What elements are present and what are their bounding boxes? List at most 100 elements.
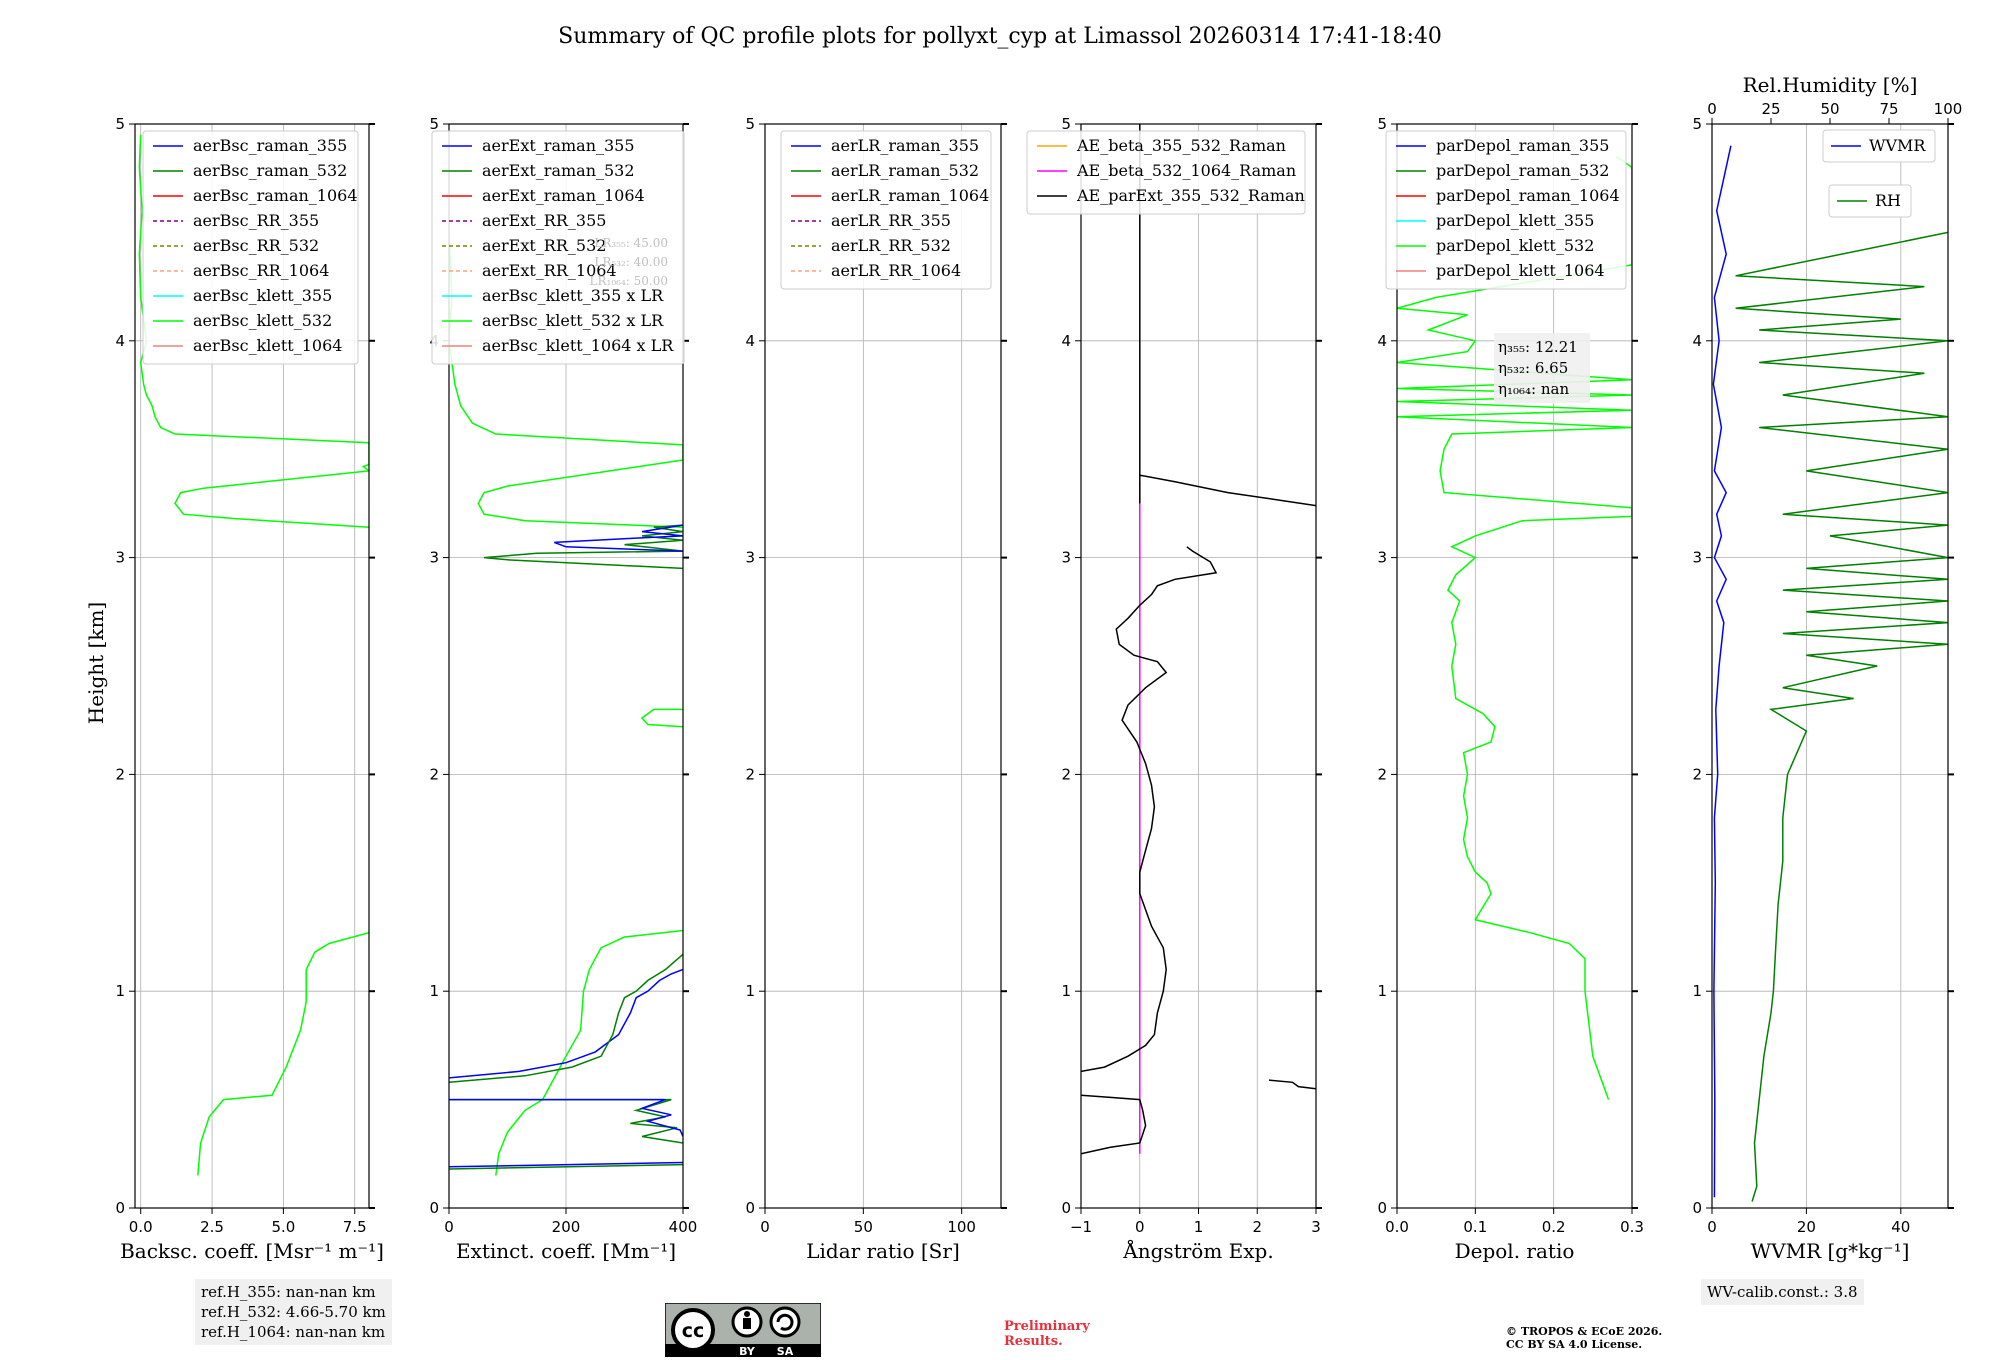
lr-annotation: LR₅₃₂: 40.00	[594, 255, 668, 269]
y-tick-label: 5	[1692, 115, 1702, 133]
y-tick-label: 2	[1061, 765, 1071, 783]
x-tick-label: 0	[760, 1218, 770, 1236]
legend-box	[780, 130, 992, 290]
legend-bsc: aerBsc_raman_355 aerBsc_raman_532 aerBsc_r…	[142, 130, 359, 365]
cc-icon-text: cc	[682, 1320, 705, 1342]
y-tick-label: 5	[429, 115, 439, 133]
legend-wvmr: WVMR	[1822, 129, 1936, 163]
y-tick-label: 5	[115, 115, 125, 133]
x-tick-label: 200	[552, 1218, 581, 1236]
lr-annotation: LR₁₀₆₄: 50.00	[590, 274, 668, 288]
y-tick-label: 0	[429, 1199, 439, 1217]
legend-lr: aerLR_raman_355 aerLR_raman_532 aerLR_rama…	[780, 130, 992, 290]
series-ext-3	[449, 1161, 683, 1168]
ref-height-1064: ref.H_1064: nan-nan km	[201, 1323, 386, 1341]
panels: 0.0 2.5 5.0 7.5 0 1 2 3 4 5 Backsc. coeff. [Msr⁻¹ …	[115, 73, 1962, 1263]
series-ae-5	[1268, 1079, 1316, 1090]
legend-label: aerLR_RR_355	[831, 211, 951, 230]
legend-label: aerBsc_RR_355	[193, 211, 319, 230]
sa-label: SA	[777, 1345, 794, 1357]
x-tick-label: 20	[1797, 1218, 1816, 1236]
series-bsc-0	[197, 931, 369, 1176]
x-tick-label: 0	[1707, 1218, 1717, 1236]
ref-height-355: ref.H_355: nan-nan km	[201, 1283, 376, 1301]
cc-license-badge: cc BY SA	[665, 1303, 821, 1357]
eta-box-bg	[1494, 333, 1590, 403]
y-tick-label: 2	[115, 765, 125, 783]
wv-calib-box: WV-calib.const.: 3.8	[1701, 1279, 1864, 1305]
legend-label: aerLR_RR_1064	[831, 261, 961, 280]
series-ext-10	[554, 524, 683, 552]
legend-label: aerBsc_klett_355	[193, 286, 332, 305]
y-tick-label: 1	[1377, 982, 1387, 1000]
x-tick-label: 0.0	[129, 1218, 153, 1236]
series-ext-1	[640, 708, 683, 728]
y-tick-label: 5	[1061, 115, 1071, 133]
copyright-line-2: CC BY SA 4.0 License.	[1506, 1338, 1643, 1351]
y-tick-label: 0	[745, 1199, 755, 1217]
series-depol-0	[1397, 155, 1632, 1100]
x-tick-label: 5.0	[271, 1218, 295, 1236]
y-tick-label: 3	[115, 549, 125, 567]
y-tick-label: 2	[1692, 765, 1702, 783]
top-x-tick-label: 0	[1707, 100, 1717, 118]
y-tick-label: 0	[1692, 1199, 1702, 1217]
series-ext-7	[449, 1098, 683, 1144]
legend-label: aerLR_RR_532	[831, 236, 951, 255]
legend-label: aerBsc_raman_1064	[193, 186, 358, 205]
x-axis-label: Extinct. coeff. [Mm⁻¹]	[456, 1239, 676, 1263]
legend-label: aerBsc_klett_532	[193, 311, 332, 330]
legend-box	[1385, 130, 1627, 290]
legend-ext: aerExt_raman_355 aerExt_raman_532 aerExt_r…	[431, 130, 685, 365]
legend-label: aerExt_RR_1064	[482, 261, 617, 280]
legend-label: parDepol_raman_1064	[1436, 186, 1620, 205]
legend-ae: AE_beta_355_532_Raman AE_beta_532_1064_Ra…	[1026, 130, 1306, 215]
legend-label: aerBsc_raman_355	[193, 136, 347, 155]
series-ext-0	[495, 929, 683, 1176]
panel-ext: 0200400012345Extinct. coeff. [Mm⁻¹]aerEx…	[429, 115, 697, 1263]
legend-label: parDepol_klett_1064	[1436, 261, 1605, 280]
copyright-line-1: © TROPOS & ECoE 2026.	[1506, 1325, 1663, 1338]
y-tick-label: 3	[429, 549, 439, 567]
x-tick-label: 2	[1252, 1218, 1262, 1236]
legend-label: aerBsc_klett_1064	[193, 336, 342, 355]
wv-calib-const: WV-calib.const.: 3.8	[1707, 1283, 1858, 1301]
legend-label: aerLR_raman_1064	[831, 186, 989, 205]
legend-label: aerBsc_klett_1064 x LR	[482, 336, 674, 355]
x-tick-label: 2.5	[200, 1218, 224, 1236]
legend-label: AE_beta_355_532_Raman	[1076, 136, 1286, 155]
y-tick-label: 0	[1061, 1199, 1071, 1217]
x-tick-label: 3	[1311, 1218, 1321, 1236]
legend-label: RH	[1875, 191, 1901, 210]
panel-depol: 0.0 0.1 0.2 0.3 0 1 2 3 4 5 Depol. ratio parDepol_r…	[1377, 115, 1643, 1263]
y-tick-label: 2	[745, 765, 755, 783]
x-tick-label: 0.3	[1620, 1218, 1644, 1236]
legend-box	[1026, 130, 1306, 215]
y-tick-label: 4	[745, 332, 755, 350]
preliminary-note: Preliminary Results.	[1004, 1319, 1090, 1349]
series-bsc-1	[138, 134, 369, 528]
axes-frame	[1396, 123, 1633, 1209]
legend-label: parDepol_klett_355	[1436, 211, 1594, 230]
top-x-axis-label: Rel.Humidity [%]	[1743, 73, 1918, 97]
y-tick-label: 2	[1377, 765, 1387, 783]
series-ext-6	[449, 953, 683, 1084]
panel-lr: 0 50 100 0 1 2 3 4 5 Lidar ratio [Sr] aerLR_raman_…	[745, 115, 1007, 1263]
eta-box: η₃₅₅: 12.21 η₅₃₂: 6.65 η₁₀₆₄: nan	[1494, 333, 1590, 403]
eta-label: η₁₀₆₄: nan	[1498, 380, 1569, 398]
eta-label: η₅₃₂: 6.65	[1498, 359, 1568, 377]
panel-bsc: 0.0 2.5 5.0 7.5 0 1 2 3 4 5 Backsc. coeff. [Msr⁻¹ …	[115, 115, 383, 1263]
legend-label: WVMR	[1869, 136, 1926, 155]
y-tick-label: 3	[1692, 549, 1702, 567]
x-axis-label: WVMR [g*kg⁻¹]	[1751, 1239, 1910, 1263]
eta-label: η₃₅₅: 12.21	[1498, 338, 1578, 356]
x-axis-label: Depol. ratio	[1455, 1239, 1575, 1263]
y-tick-label: 5	[745, 115, 755, 133]
figure-title: Summary of QC profile plots for pollyxt_…	[558, 24, 1442, 49]
legend-box	[1828, 184, 1912, 218]
axes-frame	[764, 123, 1002, 1209]
series-wv-1	[1735, 231, 1948, 1202]
axes-frame	[134, 123, 370, 1209]
legend-label: aerExt_raman_532	[482, 161, 635, 180]
